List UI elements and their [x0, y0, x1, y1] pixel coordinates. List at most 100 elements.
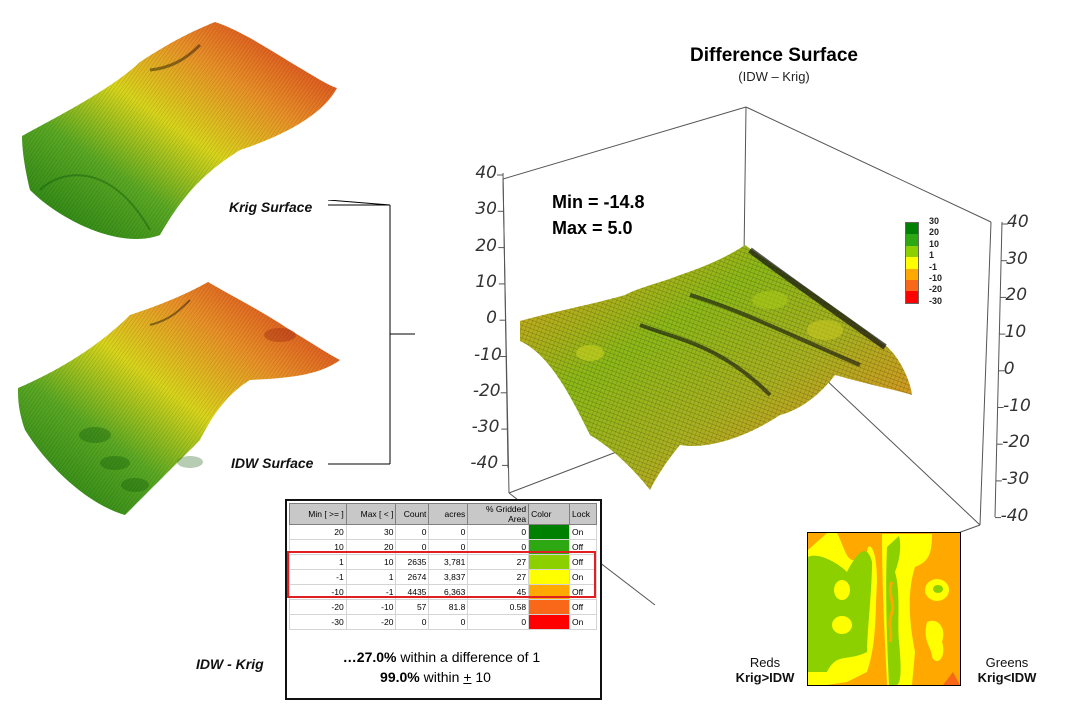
cell-min[interactable]: 20 [289, 524, 347, 540]
connector-bracket [327, 200, 415, 465]
col-header-min[interactable]: Min [ >= ] [289, 503, 347, 525]
color-swatch [529, 585, 569, 599]
caption-reds: Reds [749, 655, 781, 670]
cell-color[interactable] [528, 524, 570, 540]
krig-surface-image [22, 22, 337, 239]
z-tick-right: 0 [1003, 358, 1015, 379]
legend-color-bar [905, 222, 919, 304]
col-header-lock[interactable]: Lock [568, 503, 598, 525]
table-row[interactable]: 20 30 0 0 0 On [289, 524, 598, 540]
col-header-color[interactable]: Color [528, 503, 570, 525]
cell-count: 57 [395, 599, 430, 615]
table-row[interactable]: -1 1 2674 3,837 27 On [289, 569, 598, 585]
stats-block: Min = -14.8 Max = 5.0 [552, 189, 645, 241]
caption-krig-lt-idw: Krig<IDW [977, 670, 1037, 685]
cell-acres: 81.8 [428, 599, 469, 615]
z-tick-left: -30 [471, 417, 500, 438]
legend-label: -10 [929, 273, 943, 284]
cell-max[interactable]: -10 [345, 599, 397, 615]
summary-2-end: 10 [471, 669, 491, 685]
z-tick-left: 10 [475, 271, 497, 292]
legend-label: 20 [929, 227, 940, 238]
table-row[interactable]: 1 10 2635 3,781 27 Off [289, 554, 598, 570]
cell-lock[interactable]: On [568, 614, 598, 630]
cell-count: 0 [395, 524, 430, 540]
col-header-acres[interactable]: acres [428, 503, 469, 525]
map-caption-left: Reds Krig>IDW [720, 655, 810, 685]
legend-label: -1 [929, 261, 938, 272]
color-swatch [529, 570, 569, 584]
cell-min[interactable]: -30 [289, 614, 347, 630]
summary-line-1: …27.0% within a difference of 1 [287, 649, 596, 665]
idw-surface-image [18, 282, 340, 515]
difference-map-2d [807, 532, 961, 686]
z-tick-right: -20 [1002, 432, 1030, 453]
z-tick-left: -20 [472, 380, 501, 401]
idw-surface-label: IDW Surface [231, 455, 314, 471]
z-tick-right: -40 [1000, 505, 1029, 526]
min-value: Min = -14.8 [552, 192, 645, 212]
legend-swatch [906, 279, 918, 292]
table-row[interactable]: -30 -20 0 0 0 On [289, 614, 598, 630]
legend-swatch [906, 291, 918, 303]
table-side-label: IDW - Krig [196, 656, 264, 672]
legend-label: 30 [929, 216, 940, 226]
cell-max[interactable]: -20 [345, 614, 397, 630]
cell-acres: 0 [428, 614, 469, 630]
cell-color[interactable] [528, 599, 570, 615]
legend-labels: 30 20 10 1 -1 -10 -20 -30 [929, 216, 942, 307]
chart-title: Difference Surface [690, 45, 858, 66]
cell-pct-area: 0 [467, 524, 530, 540]
summary-1-value: …27.0% [342, 649, 397, 665]
summary-line-2: 99.0% within + 10 [281, 669, 590, 685]
caption-krig-gt-idw: Krig>IDW [735, 670, 795, 685]
surface-illustrations [18, 22, 340, 515]
color-swatch [529, 615, 569, 629]
map-caption-right: Greens Krig<IDW [962, 655, 1052, 685]
z-tick-left: 20 [475, 235, 497, 256]
z-tick-right: -10 [1003, 395, 1031, 416]
z-tick-right: 40 [1007, 212, 1029, 232]
col-header-pct-area[interactable]: % Gridded Area [467, 503, 530, 525]
legend-swatch [906, 257, 918, 269]
difference-surface-mesh [520, 245, 912, 490]
cell-count: 0 [395, 614, 430, 630]
z-tick-right: 10 [1004, 322, 1027, 343]
cell-pct-area: 0.58 [467, 599, 530, 615]
legend-swatch [906, 234, 918, 246]
legend-label: -20 [929, 284, 943, 295]
z-tick-left: 0 [486, 308, 497, 329]
col-header-max[interactable]: Max [ < ] [345, 503, 397, 525]
legend-label: 1 [929, 250, 935, 261]
color-swatch [529, 540, 569, 554]
z-tick-left: -40 [470, 453, 499, 474]
summary-1-text: within a difference of 1 [396, 649, 541, 665]
cell-pct-area: 0 [467, 614, 530, 630]
cell-min[interactable]: -20 [289, 599, 347, 615]
table-row[interactable]: -20 -10 57 81.8 0.58 Off [289, 599, 598, 615]
cell-color[interactable] [528, 614, 570, 630]
summary-2-text: within [419, 669, 464, 685]
cell-lock[interactable]: On [568, 524, 598, 540]
plus-minus-symbol: + [463, 669, 472, 685]
krig-surface-label: Krig Surface [229, 199, 313, 215]
z-tick-right: 30 [1006, 248, 1028, 269]
max-value: Max = 5.0 [552, 218, 633, 238]
cell-color[interactable] [528, 554, 570, 570]
legend-label: 10 [929, 238, 940, 249]
range-table-panel: Min [ >= ] Max [ < ] Count acres % Gridd… [285, 499, 602, 700]
cell-lock[interactable]: Off [568, 599, 598, 615]
table-header-row: Min [ >= ] Max [ < ] Count acres % Gridd… [289, 503, 598, 525]
z-axis-right: 40 30 20 10 0 -10 -20 -30 -40 [985, 212, 1065, 526]
z-tick-left: 30 [475, 199, 497, 220]
summary-2-value: 99.0% [380, 669, 420, 685]
z-tick-left: -10 [474, 344, 502, 365]
legend-swatch [906, 268, 918, 280]
z-axis-left: 40 30 20 10 0 -10 -20 -30 -40 [455, 163, 509, 473]
color-swatch [529, 555, 569, 569]
legend-swatch [906, 245, 918, 258]
cell-acres: 0 [428, 524, 469, 540]
cell-max[interactable]: 30 [345, 524, 397, 540]
legend-swatch [906, 223, 918, 235]
col-header-count[interactable]: Count [395, 503, 430, 525]
